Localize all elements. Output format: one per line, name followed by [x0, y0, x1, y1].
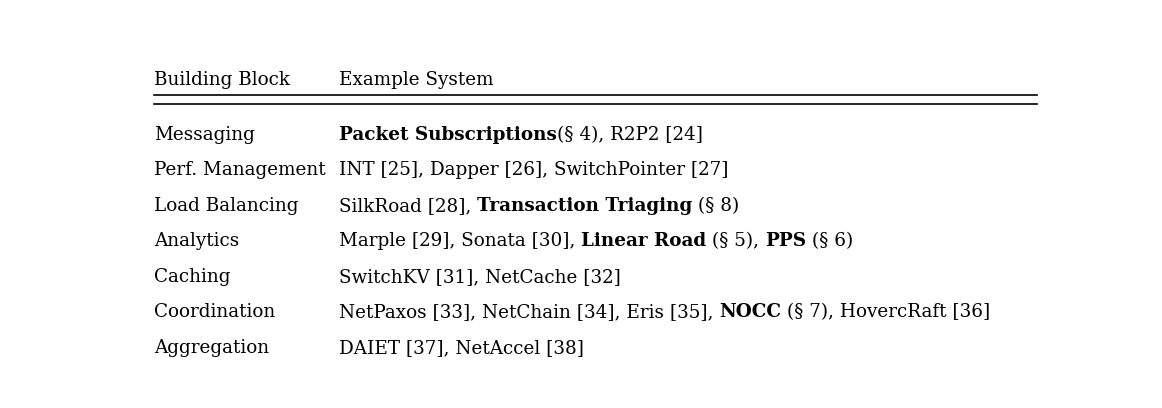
Text: Example System: Example System	[339, 71, 494, 89]
Text: INT [25], Dapper [26], SwitchPointer [27]: INT [25], Dapper [26], SwitchPointer [27…	[339, 162, 729, 180]
Text: Packet Subscriptions: Packet Subscriptions	[339, 126, 557, 144]
Text: (§ 5),: (§ 5),	[706, 233, 765, 251]
Text: (§ 4), R2P2 [24]: (§ 4), R2P2 [24]	[557, 126, 703, 144]
Text: (§ 6): (§ 6)	[806, 233, 854, 251]
Text: Marple [29], Sonata [30],: Marple [29], Sonata [30],	[339, 233, 581, 251]
Text: NetPaxos [33], NetChain [34], Eris [35],: NetPaxos [33], NetChain [34], Eris [35],	[339, 304, 719, 322]
Text: Perf. Management: Perf. Management	[155, 162, 325, 180]
Text: DAIET [37], NetAccel [38]: DAIET [37], NetAccel [38]	[339, 339, 583, 357]
Text: NOCC: NOCC	[719, 304, 781, 322]
Text: SilkRoad [28],: SilkRoad [28],	[339, 197, 478, 215]
Text: PPS: PPS	[765, 233, 806, 251]
Text: Load Balancing: Load Balancing	[155, 197, 299, 215]
Text: Aggregation: Aggregation	[155, 339, 270, 357]
Text: Linear Road: Linear Road	[581, 233, 706, 251]
Text: (§ 7), HovercRaft [36]: (§ 7), HovercRaft [36]	[781, 304, 990, 322]
Text: Caching: Caching	[155, 268, 231, 286]
Text: Coordination: Coordination	[155, 304, 275, 322]
Text: Analytics: Analytics	[155, 233, 239, 251]
Text: Transaction Triaging: Transaction Triaging	[478, 197, 693, 215]
Text: Building Block: Building Block	[155, 71, 290, 89]
Text: Messaging: Messaging	[155, 126, 256, 144]
Text: (§ 8): (§ 8)	[693, 197, 740, 215]
Text: SwitchKV [31], NetCache [32]: SwitchKV [31], NetCache [32]	[339, 268, 621, 286]
